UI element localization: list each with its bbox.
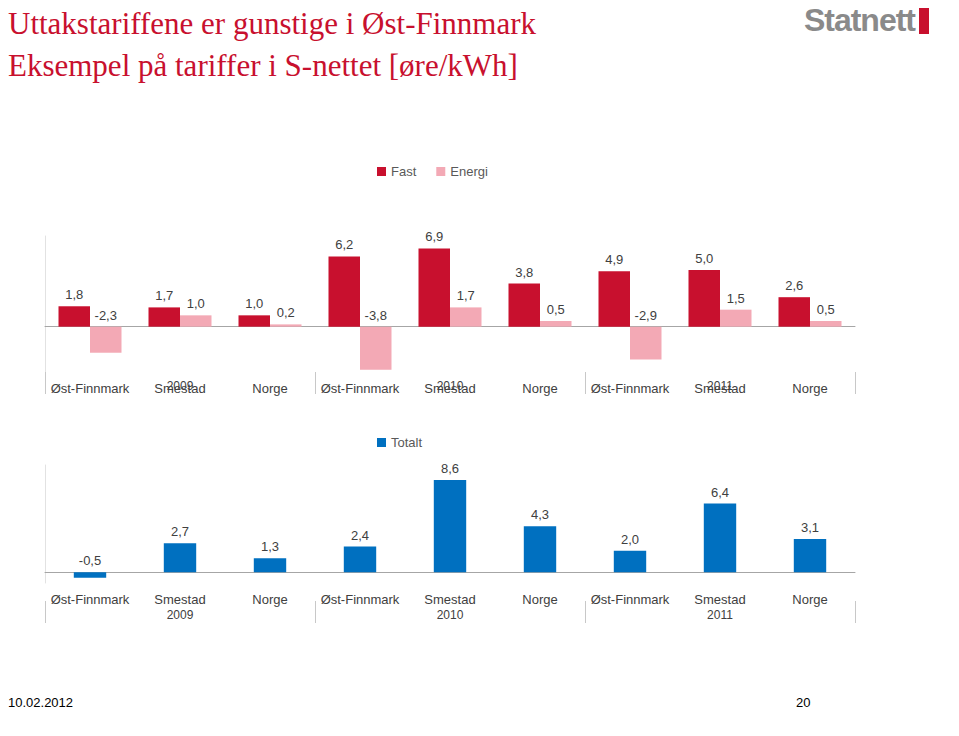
svg-text:Energi: Energi — [450, 164, 488, 179]
svg-text:Norge: Norge — [522, 592, 557, 607]
html-text:20: 20 — [796, 695, 811, 710]
svg-text:0,2: 0,2 — [277, 305, 295, 320]
svg-text:Øst-Finnmark: Øst-Finnmark — [591, 592, 670, 607]
svg-text:2,4: 2,4 — [351, 528, 369, 543]
svg-text:2009: 2009 — [167, 608, 194, 622]
svg-text:Smestad: Smestad — [424, 592, 475, 607]
svg-text:2,7: 2,7 — [171, 524, 189, 539]
svg-text:Norge: Norge — [522, 381, 557, 396]
svg-text:4,9: 4,9 — [605, 252, 623, 267]
html-text:Uttakstariffene er gunstige i: Uttakstariffene er gunstige i Øst-Finnma… — [8, 6, 536, 41]
svg-text:Norge: Norge — [252, 592, 287, 607]
svg-text:1,0: 1,0 — [245, 296, 263, 311]
svg-text:4,3: 4,3 — [531, 507, 549, 522]
svg-text:3,1: 3,1 — [801, 520, 819, 535]
svg-text:Øst-Finnmark: Øst-Finnmark — [321, 381, 400, 396]
svg-text:Øst-Finnmark: Øst-Finnmark — [321, 592, 400, 607]
svg-text:Smestad: Smestad — [424, 381, 476, 396]
svg-text:1,3: 1,3 — [261, 539, 279, 554]
svg-text:2009: 2009 — [167, 379, 194, 393]
svg-text:-3,8: -3,8 — [365, 308, 387, 323]
svg-text:Smestad: Smestad — [694, 381, 746, 396]
svg-text:Norge: Norge — [252, 381, 287, 396]
svg-text:0,5: 0,5 — [547, 302, 565, 317]
svg-text:0,5: 0,5 — [817, 302, 835, 317]
svg-text:2011: 2011 — [707, 608, 733, 622]
svg-text:Norge: Norge — [792, 381, 827, 396]
svg-text:3,8: 3,8 — [515, 265, 533, 280]
svg-text:1,7: 1,7 — [457, 288, 475, 303]
svg-text:1,8: 1,8 — [65, 287, 83, 302]
svg-text:1,7: 1,7 — [155, 288, 173, 303]
svg-text:-2,9: -2,9 — [635, 308, 657, 323]
html-text:Statnett: Statnett — [803, 2, 915, 38]
svg-text:6,2: 6,2 — [335, 237, 353, 252]
svg-text:Fast: Fast — [391, 164, 417, 179]
svg-text:Øst-Finnmark: Øst-Finnmark — [51, 381, 130, 396]
svg-text:1,5: 1,5 — [727, 291, 745, 306]
svg-text:6,9: 6,9 — [425, 229, 443, 244]
svg-text:Smestad: Smestad — [154, 381, 206, 396]
svg-text:5,0: 5,0 — [695, 251, 713, 266]
svg-text:-2,3: -2,3 — [95, 308, 117, 323]
svg-text:1,0: 1,0 — [187, 296, 205, 311]
svg-text:2,6: 2,6 — [785, 278, 803, 293]
html-text:Eksempel på tariffer i S-nette: Eksempel på tariffer i S-nettet [øre/kWh… — [8, 48, 518, 83]
svg-text:2011: 2011 — [707, 379, 733, 393]
svg-text:2010: 2010 — [437, 379, 464, 393]
svg-text:Smestad: Smestad — [694, 592, 745, 607]
svg-text:8,6: 8,6 — [441, 461, 459, 476]
svg-text:6,4: 6,4 — [711, 485, 729, 500]
svg-text:Øst-Finnmark: Øst-Finnmark — [51, 592, 130, 607]
svg-text:2,0: 2,0 — [621, 532, 639, 547]
html-text:10.02.2012: 10.02.2012 — [8, 695, 74, 710]
svg-text:Norge: Norge — [792, 592, 827, 607]
svg-text:Øst-Finnmark: Øst-Finnmark — [591, 381, 670, 396]
svg-text:2010: 2010 — [437, 608, 464, 622]
svg-text:-0,5: -0,5 — [79, 553, 101, 568]
svg-text:Totalt: Totalt — [391, 435, 422, 450]
svg-text:Smestad: Smestad — [154, 592, 205, 607]
